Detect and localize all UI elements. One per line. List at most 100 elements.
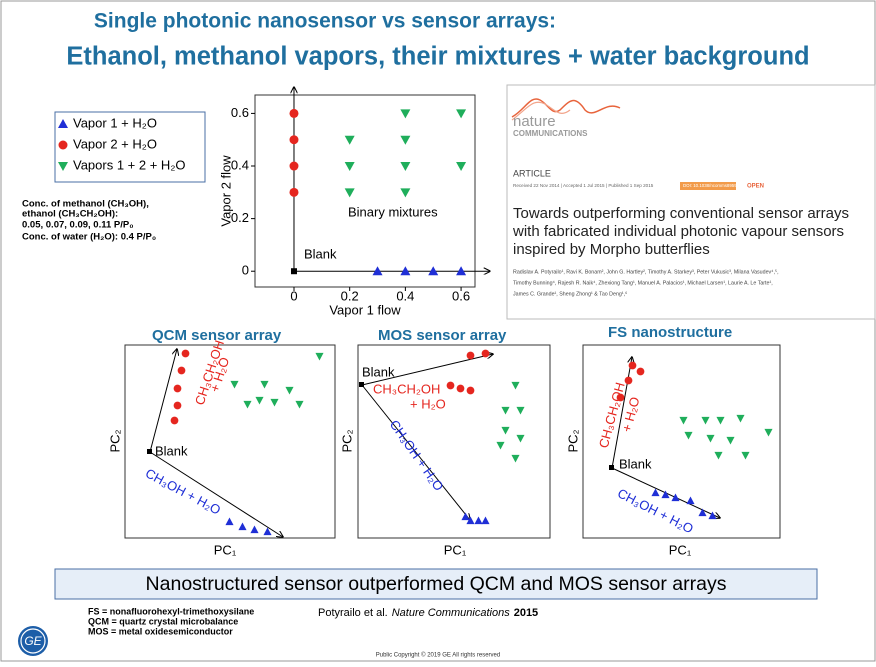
marker [428, 266, 439, 276]
x-tick-label: 0.6 [452, 288, 470, 303]
panel-x-label: PC₁ [669, 542, 692, 557]
authors: Timothy Bunning⁴, Rajesh R. Naik⁴, Zhexi… [513, 280, 773, 286]
article-frame [506, 84, 876, 320]
received: Received 22 Nov 2014 | Accepted 1 Jul 20… [513, 183, 654, 188]
marker [372, 266, 383, 276]
title-line: Single photonic nanosensor vs sensor arr… [94, 10, 556, 33]
pca-panel: FS nanostructure PC₁ PC₂ Blank CH₃CH₂OH … [565, 324, 781, 557]
legend-label: Vapor 2 + H₂O [73, 136, 157, 151]
condition: Conc. of water (H₂O): 0.4 P/P₀ [22, 232, 156, 243]
annotation: Binary mixtures [348, 204, 438, 219]
blank-label: Blank [155, 443, 188, 458]
marker [456, 109, 467, 119]
citation: Potyrailo et al. Nature Communications 201… [318, 607, 538, 619]
marker [58, 162, 68, 171]
blank-marker [147, 449, 152, 454]
copyright: Public Copyright © 2019 GE All rights re… [376, 652, 500, 659]
marker [400, 109, 411, 119]
blank-label: Blank [362, 364, 395, 379]
doi: DOI: 10.1038/ncomms8959 [683, 183, 737, 188]
marker [290, 268, 297, 275]
ethanol-label: CH₃CH₂OH [373, 381, 440, 396]
conclusion: Nanostructured sensor outperformed QCM a… [146, 573, 727, 595]
marker [456, 266, 467, 276]
main-chart: 0 0.2 0.4 0.6 0 0.2 0.4 0.6 Vapor 1 flow Vapor 2 … [218, 87, 490, 317]
article-title: Towards outperforming conventional senso… [513, 205, 849, 222]
footnote: MOS = metal oxidesemiconductor [88, 626, 233, 636]
panel-frame [582, 344, 781, 539]
article: nature COMMUNICATIONS ARTICLE Received 2… [506, 84, 876, 320]
panel-title: MOS sensor array [378, 327, 507, 344]
marker [344, 162, 355, 172]
citation-authors: Potyrailo et al. [318, 607, 388, 619]
x-tick-label: 0.2 [341, 288, 359, 303]
panel-frame [124, 344, 336, 539]
panel-y-label: PC₂ [107, 429, 122, 452]
marker [400, 266, 411, 276]
panel-x-label: PC₁ [214, 542, 237, 557]
arrow [149, 451, 283, 537]
x-tick-label: 0 [290, 288, 297, 303]
marker [344, 135, 355, 145]
marker [400, 162, 411, 172]
logo-ring [20, 628, 46, 654]
x-axis-label: Vapor 1 flow [329, 302, 401, 317]
title-line: Ethanol, methanol vapors, their mixtures… [66, 43, 809, 71]
marker [289, 108, 299, 118]
panel-x-label: PC₁ [444, 542, 467, 557]
marker [289, 161, 299, 171]
blank-label: Blank [304, 247, 337, 262]
marker [344, 188, 355, 198]
y-tick-label: 0.2 [231, 210, 249, 225]
marker [58, 119, 68, 128]
y-tick-label: 0.6 [231, 105, 249, 120]
condition: ethanol (CH₃CH₂OH): [22, 209, 118, 220]
pca-panel: QCM sensor array PC₁ PC₂ Blank CH₃CH₂OH … [107, 327, 336, 557]
pca-panel: MOS sensor array PC₁ PC₂ Blank CH₃CH₂OH … [339, 327, 551, 557]
panel-title: FS nanostructure [608, 324, 732, 341]
article-title: with fabricated individual photonic vapo… [512, 223, 844, 240]
y-tick-label: 0 [242, 263, 249, 278]
footnotes: FS = nonafluorohexyl-trimethoxysilane QC… [88, 606, 254, 636]
arrow [611, 357, 632, 469]
panel-frame [357, 344, 551, 539]
logo-wave [511, 101, 571, 121]
condition: 0.05, 0.07, 0.09, 0.11 P/P₀ [22, 220, 134, 231]
logo-wave [511, 98, 621, 118]
panel-y-label: PC₂ [565, 429, 580, 452]
legend-label: Vapor 1 + H₂O [73, 115, 157, 130]
journal: nature [513, 113, 556, 130]
blank-marker [609, 465, 614, 470]
logo [18, 626, 48, 656]
journal-sub: COMMUNICATIONS [513, 129, 588, 138]
authors: Radislav A. Potyrailo¹, Ravi K. Bonam², … [513, 269, 779, 275]
arrow [149, 349, 177, 453]
panel-y-label: PC₂ [339, 429, 354, 452]
ethanol-label: + H₂O [410, 396, 446, 411]
marker [400, 135, 411, 145]
arrow [361, 384, 470, 520]
legend-label: Vapors 1 + 2 + H₂O [73, 157, 185, 172]
citation-journal: Nature Communications [392, 607, 510, 619]
logo-text: GE [24, 634, 42, 648]
y-tick-label: 0.4 [231, 157, 249, 172]
marker [400, 188, 411, 198]
footnote: QCM = quartz crystal microbalance [88, 616, 238, 626]
open: OPEN [747, 184, 764, 190]
citation-year: 2015 [514, 607, 538, 619]
marker [58, 140, 68, 150]
conditions: Conc. of methanol (CH₃OH), ethanol (CH₃C… [22, 199, 156, 243]
blank-label: Blank [619, 456, 652, 471]
marker [289, 187, 299, 197]
blank-marker [359, 382, 364, 387]
legend: Vapor 1 + H₂O Vapor 2 + H₂O Vapors 1 + 2 +… [54, 111, 206, 183]
article-title: inspired by Morpho butterflies [513, 241, 710, 258]
x-tick-label: 0.4 [396, 288, 414, 303]
plot-frame [254, 94, 476, 288]
panel-title: QCM sensor array [152, 327, 282, 344]
authors: James C. Grande¹, Sheng Zhong¹ & Tao Den… [513, 291, 627, 297]
y-axis-label: Vapor 2 flow [218, 155, 233, 227]
